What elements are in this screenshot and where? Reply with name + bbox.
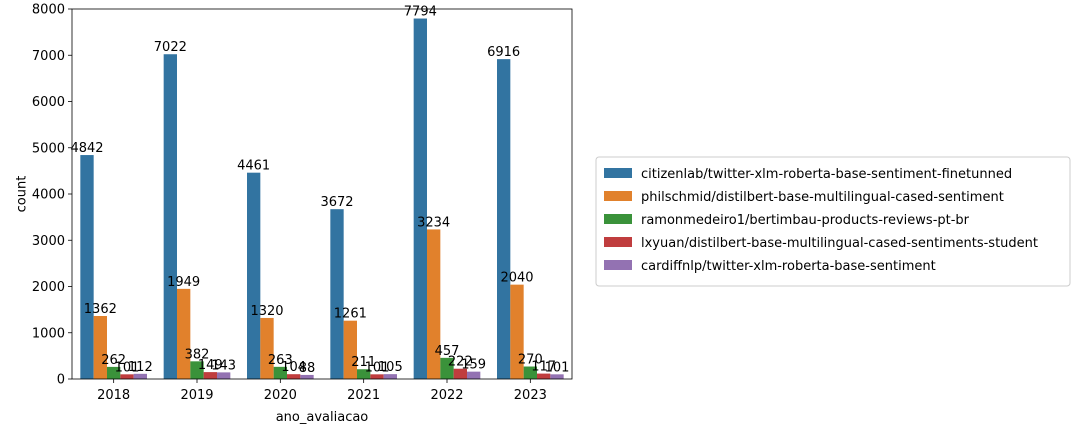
bar-value-label: 159 <box>461 358 486 373</box>
bar-value-label: 6916 <box>487 45 520 60</box>
bar <box>163 54 177 380</box>
bar-value-label: 382 <box>185 347 210 362</box>
bar-value-label: 1320 <box>250 304 283 319</box>
legend-swatch <box>604 191 632 201</box>
bar <box>427 229 441 379</box>
bar-value-label: 105 <box>378 360 403 375</box>
y-tick-label: 4000 <box>32 188 65 203</box>
bar-value-label: 263 <box>268 353 293 368</box>
bar-value-label: 143 <box>211 358 236 373</box>
bar-value-label: 4461 <box>237 159 270 174</box>
bar <box>383 374 397 379</box>
bar-value-label: 101 <box>545 360 570 375</box>
bar-value-label: 101 <box>365 360 390 375</box>
plot-frame <box>71 8 573 380</box>
bar-value-label: 1949 <box>167 275 200 290</box>
y-tick-label: 5000 <box>32 141 65 156</box>
legend-swatch <box>604 237 632 247</box>
bar-value-label: 117 <box>531 360 556 375</box>
legend-label: ramonmedeiro1/bertimbau-products-reviews… <box>641 213 970 228</box>
legend-frame <box>595 156 1071 287</box>
legend-label: cardiffnlp/twitter-xlm-roberta-base-sent… <box>641 259 936 274</box>
y-tick-label: 3000 <box>32 234 65 249</box>
bar <box>80 155 94 379</box>
bar-value-label: 7022 <box>154 40 187 55</box>
legend: citizenlab/twitter-xlm-roberta-base-sent… <box>595 156 1071 287</box>
bar <box>467 371 481 379</box>
bar-value-label: 222 <box>448 355 473 370</box>
bar <box>343 320 357 379</box>
bar <box>247 172 261 379</box>
y-tick-label: 0 <box>57 373 65 388</box>
legend-swatch <box>604 168 632 178</box>
bar-value-label: 1261 <box>334 307 367 322</box>
bar <box>413 18 427 380</box>
bar-value-label: 1362 <box>84 302 117 317</box>
legend-label: philschmid/distilbert-base-multilingual-… <box>641 190 1004 205</box>
x-tick-label: 2020 <box>264 388 297 403</box>
bar-value-label: 262 <box>101 353 126 368</box>
legend-label: citizenlab/twitter-xlm-roberta-base-sent… <box>641 167 1012 182</box>
bar <box>203 372 217 379</box>
bar-value-label: 211 <box>351 355 376 370</box>
bar-value-label: 112 <box>128 360 153 375</box>
plot-area: 0 1000 2000 3000 4000 5000 6000 7000 8000 2018 484… <box>32 3 573 403</box>
bar <box>370 374 384 379</box>
y-tick-label: 2000 <box>32 280 65 295</box>
bar <box>260 317 274 379</box>
bar-value-label: 149 <box>198 358 223 373</box>
bar-value-label: 2040 <box>500 271 533 286</box>
bar <box>273 366 287 379</box>
bar <box>93 316 107 379</box>
legend-swatch <box>604 214 632 224</box>
x-tick-label: 2022 <box>430 388 463 403</box>
bar-value-label: 104 <box>281 360 306 375</box>
bar <box>107 366 121 379</box>
bar <box>287 374 301 379</box>
bar <box>453 368 467 379</box>
bar <box>300 374 314 379</box>
x-tick-label: 2021 <box>347 388 380 403</box>
bar <box>510 284 524 379</box>
bar-value-label: 7794 <box>404 5 437 20</box>
x-axis-label: ano_avaliacao <box>276 410 369 425</box>
y-axis-label: count <box>15 176 30 213</box>
x-tick-label: 2023 <box>514 388 547 403</box>
x-tick-label: 2019 <box>180 388 213 403</box>
bar <box>217 372 231 379</box>
bar <box>120 374 134 379</box>
bar <box>357 369 371 379</box>
legend-swatch <box>604 260 632 270</box>
bar-value-label: 88 <box>299 361 316 376</box>
bar <box>190 361 204 379</box>
bar <box>523 366 537 379</box>
bar-value-label: 101 <box>115 360 140 375</box>
y-tick-label: 8000 <box>32 3 65 18</box>
bar-value-label: 3672 <box>320 195 353 210</box>
bar-value-label: 457 <box>435 344 460 359</box>
bar <box>440 357 454 379</box>
bar <box>177 288 191 379</box>
bar-value-label: 3234 <box>417 215 450 230</box>
bar-value-label: 270 <box>518 353 543 368</box>
bar <box>537 373 551 379</box>
y-tick-label: 6000 <box>32 95 65 110</box>
bar <box>550 374 564 379</box>
y-tick-label: 7000 <box>32 49 65 64</box>
bar <box>497 59 511 379</box>
bar-value-label: 4842 <box>70 141 103 156</box>
bar <box>133 373 147 379</box>
bar <box>330 209 344 379</box>
x-tick-label: 2018 <box>97 388 130 403</box>
y-tick-label: 1000 <box>32 326 65 341</box>
legend-label: lxyuan/distilbert-base-multilingual-case… <box>641 236 1038 251</box>
